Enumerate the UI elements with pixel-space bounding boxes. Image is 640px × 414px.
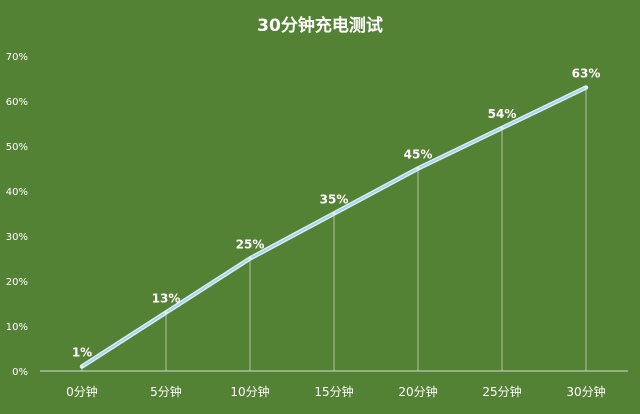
x-tick-label: 25分钟 [482, 384, 521, 399]
y-tick-label: 60% [6, 97, 28, 108]
data-point [248, 257, 252, 260]
data-point [416, 167, 420, 170]
y-tick-label: 10% [6, 322, 28, 333]
data-labels: 1% 13% 25% 35% 45% 54% 63% [72, 67, 601, 360]
data-label: 45% [404, 148, 433, 162]
data-label: 25% [236, 238, 265, 252]
data-point [500, 126, 504, 130]
x-tick-label: 15分钟 [314, 384, 353, 399]
x-tick-label: 0分钟 [66, 384, 98, 399]
data-point [164, 311, 168, 314]
drop-lines [81, 87, 587, 371]
x-tick-label: 20分钟 [398, 384, 437, 399]
data-label: 13% [152, 292, 181, 306]
x-tick-label: 5分钟 [150, 384, 182, 399]
chart-title: 30分钟充电测试 [257, 15, 383, 36]
data-label: 35% [320, 193, 349, 207]
data-label: 63% [572, 67, 601, 81]
y-tick-label: 50% [6, 142, 28, 153]
x-tick-label: 10分钟 [230, 384, 269, 399]
data-point [332, 212, 336, 215]
y-tick-label: 20% [6, 277, 28, 288]
x-axis: 0分钟 5分钟 10分钟 15分钟 20分钟 25分钟 30分钟 [66, 384, 605, 399]
data-point [80, 365, 84, 368]
data-label: 54% [488, 107, 517, 121]
series-group [79, 85, 589, 369]
data-label: 1% [72, 346, 92, 360]
data-point [584, 86, 588, 89]
y-tick-label: 0% [12, 367, 28, 378]
x-tick-label: 30分钟 [566, 384, 605, 399]
y-tick-label: 70% [6, 52, 28, 63]
y-axis: 0% 10% 20% 30% 40% 50% 60% 70% [6, 52, 28, 378]
y-tick-label: 40% [6, 187, 28, 198]
y-tick-label: 30% [6, 232, 28, 243]
